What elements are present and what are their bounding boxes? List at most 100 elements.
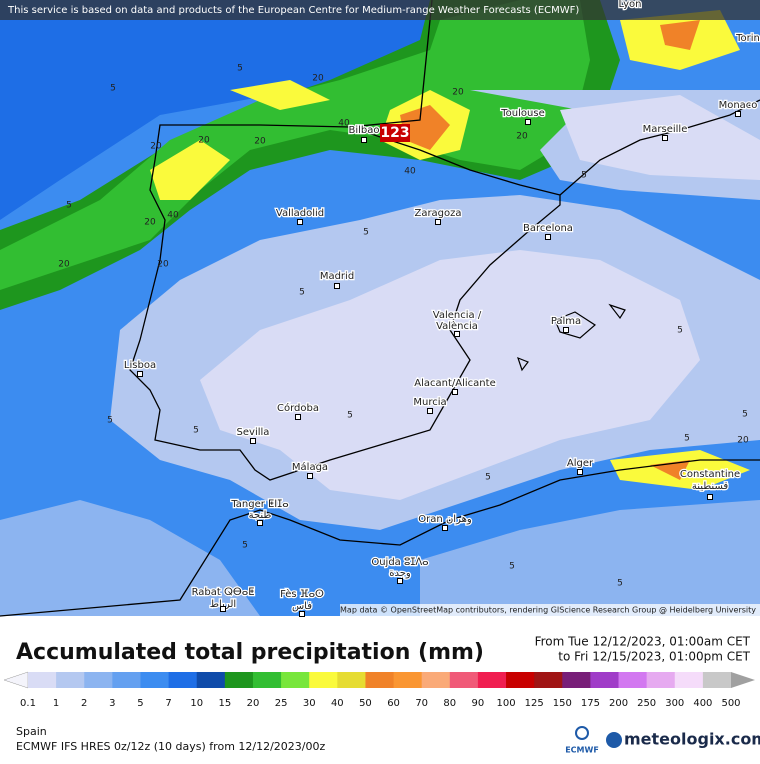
legend-tick-label: 40 [331,698,344,709]
legend-swatch [309,672,338,688]
legend-swatch [112,672,141,688]
city-label: Sevilla [237,427,270,438]
legend-tick-label: 500 [721,698,740,709]
period-to: to Fri 12/15/2023, 01:00pm CET [558,650,750,664]
city-dot [662,135,668,141]
city-label: فاس [292,601,312,612]
legend-tick-label: 70 [415,698,428,709]
legend-tick-label: 250 [637,698,656,709]
field [0,0,430,220]
city-label: Palma [551,316,581,327]
legend-swatch [224,672,254,688]
city-dot [427,408,433,414]
legend-swatch [421,672,451,688]
city-label: Córdoba [277,402,319,414]
city-label: Alger [567,458,594,469]
legend-swatch [252,672,282,688]
attribution-bg [340,604,760,616]
field [0,500,760,616]
legend-swatch [674,672,704,688]
city-label: Valladolid [276,208,324,219]
contour-label: 40 [167,211,179,221]
contour-label: 5 [617,579,623,589]
legend-tick-label: 300 [665,698,684,709]
city-dot [442,525,448,531]
legend-swatch [618,672,648,688]
contour-label: 5 [581,171,587,181]
legend-tick-label: 10 [190,698,203,709]
field [0,0,590,290]
city-dot [334,283,340,289]
legend-tick-label: 90 [472,698,485,709]
legend-swatch [477,672,507,688]
field [560,95,760,180]
ecmwf-icon [575,726,589,740]
legend-swatch [365,672,395,688]
city-label: الرباط [210,599,236,610]
contour-label: 5 [242,541,248,551]
city-label: Oujda ⵓⵊⴷⴰ [371,557,428,568]
contour-label: 5 [347,411,353,421]
contour-label: 20 [516,132,528,142]
contour-label: 20 [58,260,70,270]
contour-label: 5 [299,288,305,298]
city-dot [361,137,367,143]
contour-labels: 5 5 5 5 5 5 5 5 5 5 5 5 5 5 5 5 20 20 20 20 20 20 20 20 20 40 40 40… [58,64,749,589]
city-dot [299,611,305,617]
city-dot [307,473,313,479]
region: Spain [16,725,47,738]
max-marker [380,124,410,142]
city-label: València [436,320,478,332]
legend-swatch [534,672,563,688]
legend-arrow [3,671,29,689]
title: Accumulated total precipitation (mm) [16,640,484,665]
legend-swatch [56,672,85,688]
legend-tick-label: 150 [553,698,572,709]
notice-bar [0,0,760,20]
city-dot [577,469,583,475]
field [150,10,750,490]
city-label: Valencia / [433,310,482,321]
city-dot [297,219,303,225]
city-label: Monaco [719,100,758,111]
legend-swatch [84,672,113,688]
city-labels: Lyon Torin Monaco Marseille Toulouse Bilbao Za… [123,0,760,617]
city-dot [295,414,301,420]
legend-tick-label: 30 [303,698,316,709]
legend-tick-label: 5 [137,698,143,709]
city-dot [220,606,226,612]
period-from: From Tue 12/12/2023, 01:00am CET [535,635,751,649]
city-label: Lisboa [124,360,156,371]
contour-label: 5 [684,434,690,444]
legend-tick-label: 7 [165,698,171,709]
city-label: Torin [735,33,760,44]
legend-tick-label: 50 [359,698,372,709]
legend-tick-label: 0.1 [20,698,36,709]
contour-label: 5 [363,228,369,238]
city-label: وجدة [389,568,411,579]
legend-swatch [590,672,620,688]
city-dot [545,234,551,240]
model: ECMWF IFS HRES 0z/12z (10 days) from 12/… [16,740,326,753]
island [517,303,626,372]
coastline [129,124,561,481]
legend-tick-label: 125 [525,698,544,709]
city-dot [257,520,263,526]
max-label: 123 [380,125,409,141]
contour-label: 5 [66,201,72,211]
contour-label: 5 [110,84,116,94]
meteologix-icon [606,732,622,748]
contour-label: 20 [150,142,162,152]
city-label: Bilbao [348,125,379,136]
contour-label: 20 [144,218,156,228]
contour-label: 20 [452,88,464,98]
legend-swatch [562,672,591,688]
city-label: Oran وهران [418,514,472,525]
city-dot [707,494,713,500]
legend-tick-label: 20 [247,698,260,709]
city-label: Alacant/Alicante [414,378,495,389]
legend-tick-label: 175 [581,698,600,709]
contour-label: 40 [338,119,350,129]
contour-label: 5 [742,410,748,420]
